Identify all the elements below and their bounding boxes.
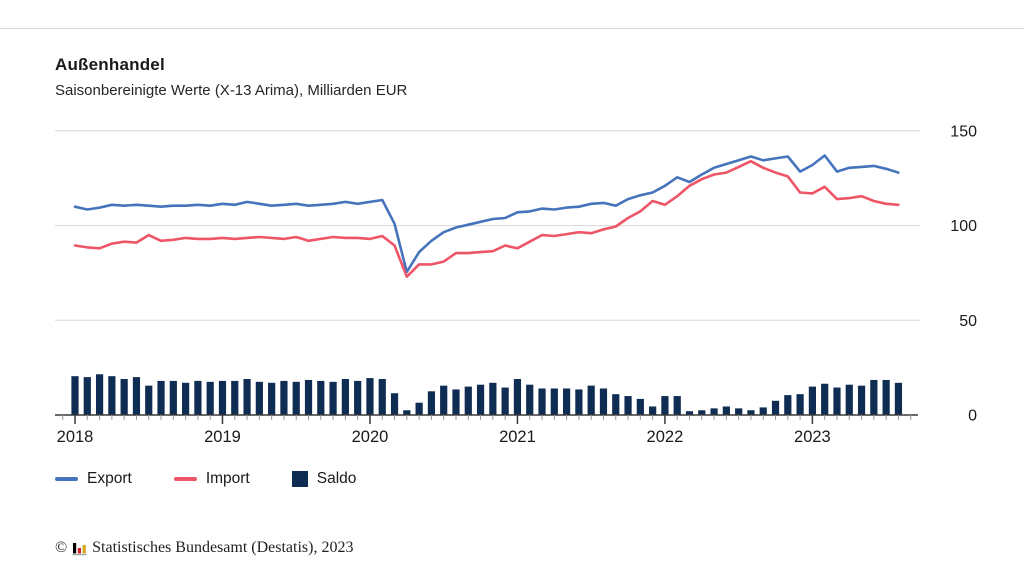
svg-text:2022: 2022 xyxy=(647,428,684,446)
legend-label-export: Export xyxy=(87,470,132,487)
gridlines xyxy=(55,130,920,321)
x-axis xyxy=(55,414,918,424)
svg-text:2018: 2018 xyxy=(57,428,94,446)
svg-text:100: 100 xyxy=(950,218,977,235)
destatis-logo-icon xyxy=(72,543,87,556)
saldo-bars xyxy=(71,374,903,415)
legend-item-saldo: Saldo xyxy=(291,470,357,488)
import-line xyxy=(73,159,900,279)
y-axis-labels: 0 50 100 150 xyxy=(950,123,977,424)
legend-label-import: Import xyxy=(205,470,250,487)
saldo-square-swatch-icon xyxy=(291,471,308,487)
chart-legend: Export Import Saldo xyxy=(55,470,356,488)
svg-text:0: 0 xyxy=(968,408,977,425)
svg-text:50: 50 xyxy=(959,313,977,330)
svg-text:150: 150 xyxy=(950,123,977,140)
svg-text:2020: 2020 xyxy=(352,428,389,446)
copyright-symbol: © xyxy=(55,539,68,556)
page-title: Außenhandel xyxy=(55,55,165,74)
top-divider xyxy=(0,28,1024,29)
legend-item-import: Import xyxy=(173,470,250,488)
legend-label-saldo: Saldo xyxy=(316,470,357,487)
source-text: Statistisches Bundesamt (Destatis), 2023 xyxy=(92,539,354,556)
svg-text:2023: 2023 xyxy=(794,428,831,446)
import-line-swatch-icon xyxy=(173,477,197,481)
page-subtitle: Saisonbereinigte Werte (X-13 Arima), Mil… xyxy=(55,82,408,99)
svg-text:2019: 2019 xyxy=(204,428,241,446)
export-line-swatch-icon xyxy=(55,477,78,481)
svg-text:2021: 2021 xyxy=(499,428,536,446)
source-footer: © Statistisches Bundesamt (Destatis), 20… xyxy=(55,539,353,557)
legend-item-export: Export xyxy=(55,470,132,488)
chart-header: Außenhandel Saisonbereinigte Werte (X-13… xyxy=(55,55,407,99)
export-line xyxy=(73,154,900,274)
x-axis-labels: 2018 2019 2020 2021 2022 2023 xyxy=(57,428,831,446)
